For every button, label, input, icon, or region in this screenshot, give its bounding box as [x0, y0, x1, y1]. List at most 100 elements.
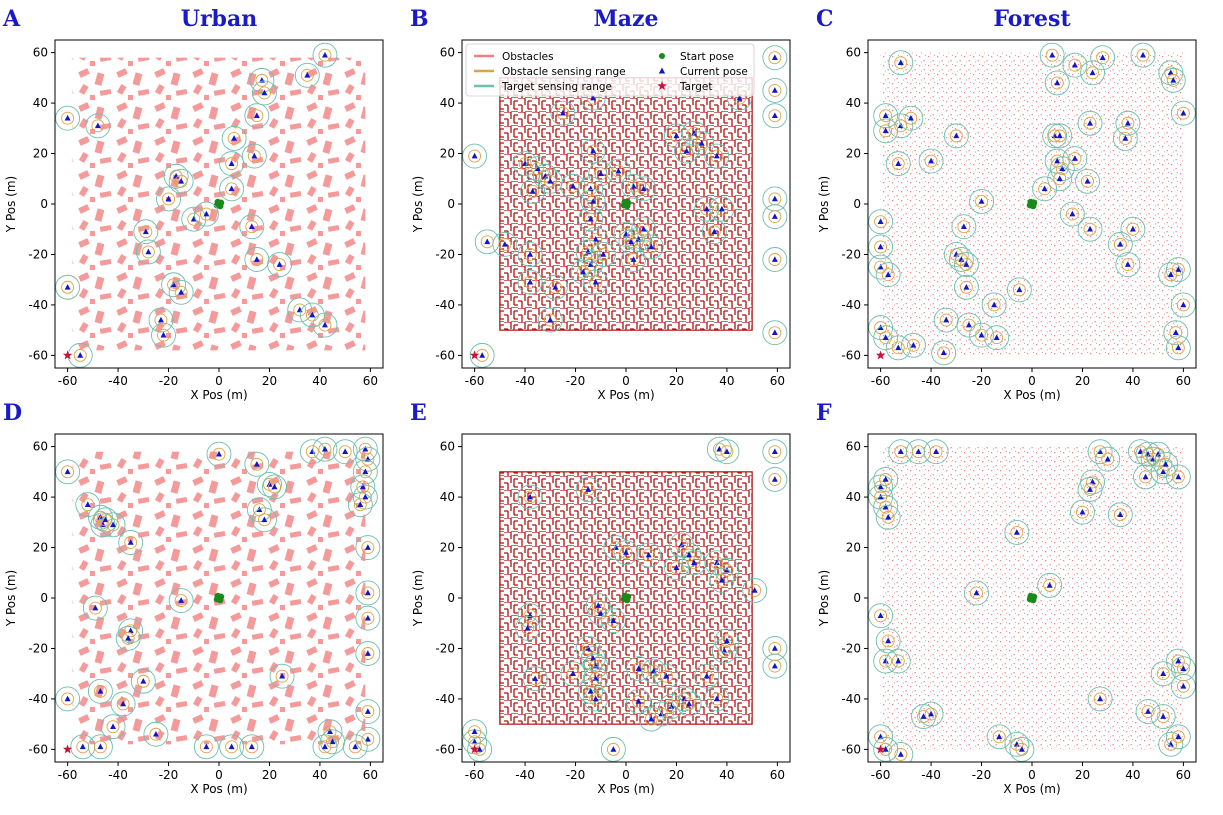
target-sensing-ring: [1037, 572, 1063, 598]
x-tick-label: -20: [566, 374, 586, 388]
target-sensing-ring: [600, 736, 626, 762]
agent: [151, 322, 176, 348]
current-pose-marker: [885, 637, 892, 644]
obstacle-sensing-ring: [874, 321, 888, 335]
current-pose-marker: [877, 218, 884, 224]
obstacle-sensing-ring: [929, 445, 943, 459]
agent: [1115, 110, 1141, 136]
agent: [1075, 168, 1100, 194]
start-pose-point: [217, 593, 225, 600]
current-pose-marker: [882, 503, 889, 510]
current-pose-marker: [231, 135, 238, 141]
current-pose-marker: [723, 637, 730, 644]
y-tick-label: 0: [447, 591, 455, 605]
obstacle-sensing-ring: [225, 157, 239, 171]
current-pose-marker: [1124, 119, 1131, 126]
obstacle-sensing-ring: [917, 710, 930, 724]
obstacle-sensing-ring: [141, 245, 155, 259]
target-sensing-ring: [580, 138, 606, 164]
target-sensing-ring: [168, 279, 194, 305]
agent: [312, 42, 338, 68]
current-pose-marker: [615, 167, 622, 174]
target-sensing-ring: [578, 252, 604, 278]
obstacle-sensing-ring: [710, 556, 724, 570]
y-tick-label: 20: [440, 541, 455, 555]
x-tick-label: 20: [669, 768, 684, 782]
obstacle-sensing-ring: [199, 740, 213, 754]
target-sensing-ring: [151, 322, 176, 348]
target-sensing-ring: [135, 239, 161, 265]
agent: [605, 158, 631, 184]
target-sensing-ring: [462, 143, 488, 169]
y-tick-label: 20: [440, 147, 455, 161]
agent: [762, 204, 788, 230]
obstacle-sensing-ring: [1164, 737, 1178, 751]
target-sensing-ring: [542, 274, 568, 300]
target-sensing-ring: [578, 678, 604, 704]
current-pose-marker: [309, 311, 316, 318]
obstacle-sensing-ring: [268, 480, 281, 494]
target-sensing-ring: [355, 580, 381, 606]
agent: [900, 332, 926, 358]
current-pose-marker: [723, 448, 730, 454]
agent: [118, 530, 144, 555]
agent: [704, 550, 730, 576]
target-sensing-ring: [674, 138, 700, 164]
current-pose-marker: [623, 549, 629, 555]
target-sensing-ring: [868, 603, 894, 629]
agent: [462, 719, 488, 745]
target-sensing-ring: [251, 80, 277, 106]
agent: [517, 484, 543, 510]
agent: [1107, 231, 1133, 257]
obstacle-sensing-ring: [300, 68, 314, 82]
agent: [219, 176, 245, 202]
target-sensing-ring: [762, 466, 788, 492]
current-pose-marker: [92, 604, 99, 611]
obstacle-sensing-ring: [257, 513, 271, 527]
current-pose-marker: [271, 483, 278, 490]
obstacle-sensing-ring: [250, 109, 264, 123]
current-pose-marker: [877, 612, 884, 618]
current-pose-marker: [64, 468, 71, 475]
agent: [1133, 464, 1158, 490]
x-tick-label: -60: [871, 374, 891, 388]
y-tick-label: 40: [440, 96, 455, 110]
obstacle-sensing-ring: [116, 697, 130, 711]
target-sensing-ring: [332, 439, 358, 465]
panel-letter: B: [410, 6, 429, 32]
target-sensing-ring: [583, 226, 609, 252]
obstacle-sensing-ring: [710, 692, 724, 706]
agent: [55, 686, 81, 712]
target-sensing-ring: [1115, 252, 1141, 278]
legend-label: Target sensing range: [501, 81, 612, 93]
agent: [578, 678, 604, 704]
obstacle-sensing-ring: [891, 157, 905, 171]
obstacle-sensing-ring: [154, 313, 168, 327]
agent: [244, 451, 270, 477]
agent: [875, 262, 901, 288]
agent: [1150, 704, 1176, 730]
current-pose-marker: [673, 564, 680, 571]
current-pose-marker: [940, 349, 947, 356]
agent: [868, 234, 894, 260]
current-pose-marker: [216, 450, 222, 457]
current-pose-marker: [683, 147, 690, 154]
y-tick-label: -20: [435, 641, 455, 655]
plot-area: [462, 436, 788, 762]
obstacle-sensing-ring: [1126, 222, 1140, 236]
target-sensing-ring: [714, 628, 740, 654]
start-pose-point: [1030, 199, 1038, 206]
agent: [888, 50, 914, 76]
target-sensing-ring: [517, 242, 543, 267]
current-pose-marker: [877, 243, 884, 250]
obstacle-sensing-ring: [1171, 654, 1185, 668]
current-pose-marker: [142, 228, 149, 235]
obstacle-sensing-ring: [894, 119, 908, 133]
obstacle-sensing-ring: [157, 328, 170, 342]
agent: [1145, 441, 1171, 467]
target-sensing-ring: [1170, 292, 1196, 318]
obstacle-sensing-ring: [1151, 447, 1165, 461]
current-pose-marker: [698, 140, 705, 146]
current-pose-marker: [678, 541, 685, 548]
current-pose-marker: [595, 602, 602, 608]
